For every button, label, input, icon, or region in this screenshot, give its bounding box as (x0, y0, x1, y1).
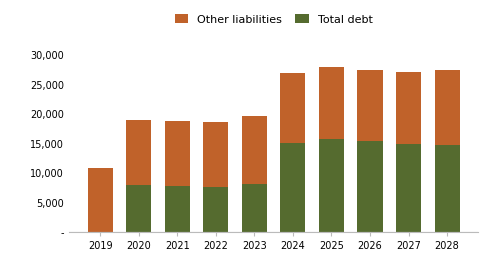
Bar (281, 73, 306, 143)
Bar (357, 141, 383, 232)
Bar (434, 145, 459, 232)
Bar (203, 187, 228, 232)
Bar (396, 72, 421, 144)
Bar (203, 122, 228, 187)
Legend: Other liabilities, Total debt: Other liabilities, Total debt (175, 14, 372, 25)
Bar (242, 116, 267, 184)
Bar (88, 168, 113, 232)
Bar (281, 143, 306, 232)
Bar (319, 140, 344, 232)
Bar (165, 186, 190, 232)
Bar (319, 67, 344, 140)
Bar (165, 121, 190, 186)
Bar (126, 185, 151, 232)
Bar (357, 70, 383, 141)
Bar (434, 70, 459, 145)
Bar (396, 144, 421, 232)
Bar (126, 120, 151, 185)
Bar (242, 184, 267, 232)
